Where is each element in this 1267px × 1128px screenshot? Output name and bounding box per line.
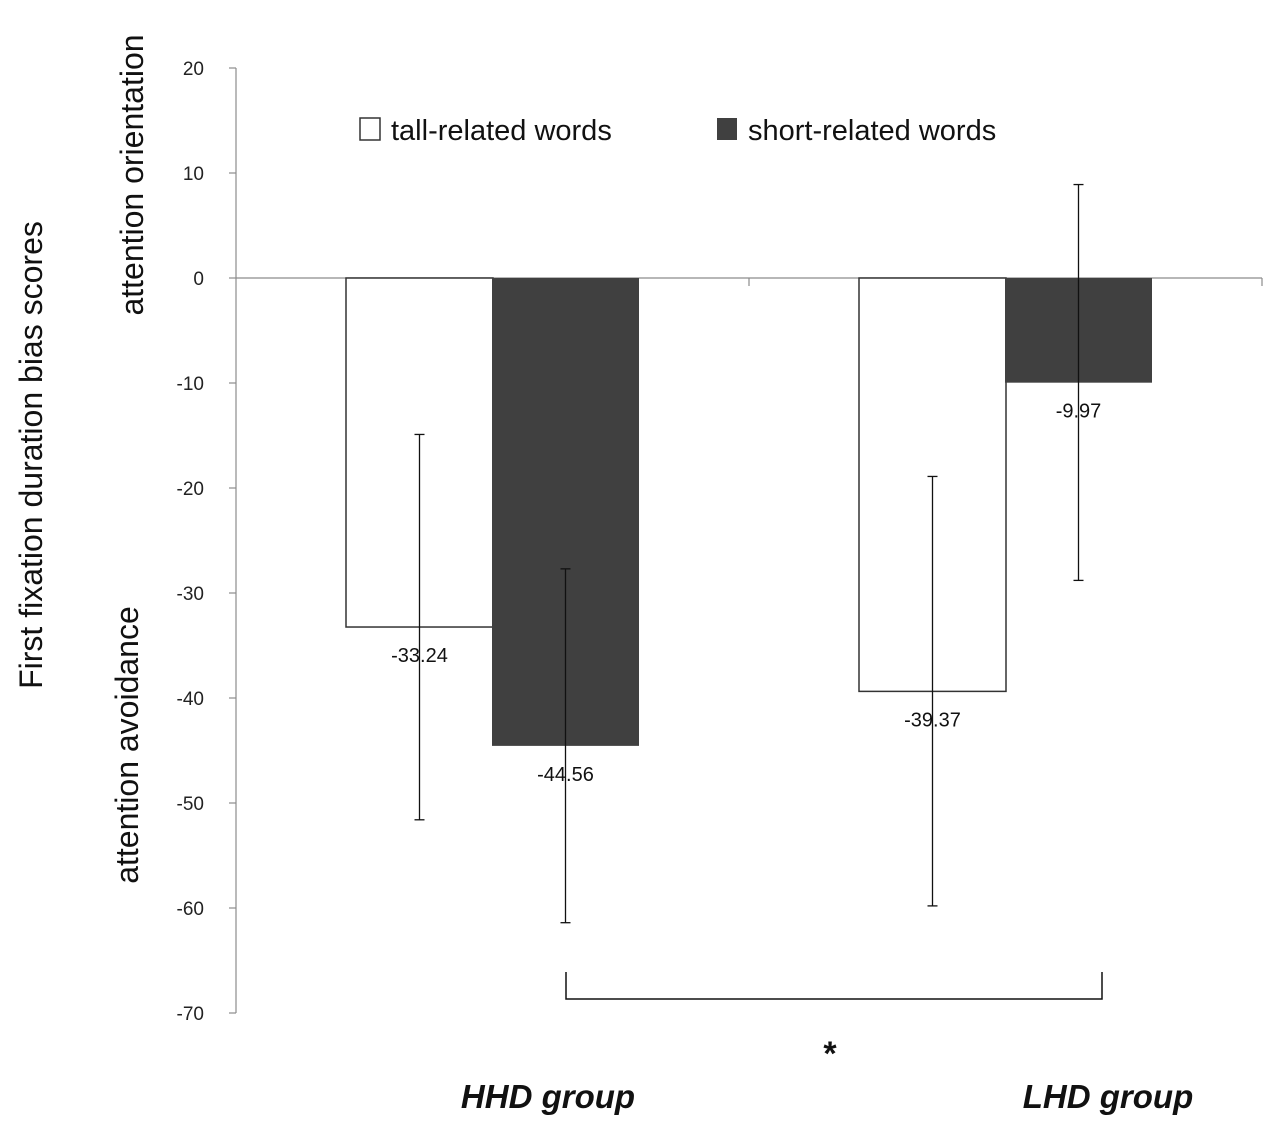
legend-swatch-tall (359, 117, 381, 141)
y-axis-subtitle-bottom: attention avoidance (109, 606, 145, 884)
y-tick-label: -50 (177, 794, 204, 815)
y-tick-label: -40 (177, 689, 204, 710)
legend-label-short: short-related words (748, 115, 996, 147)
y-tick-label: 20 (183, 59, 204, 80)
legend-label-tall: tall-related words (391, 115, 612, 147)
legend-swatch-short (717, 118, 737, 140)
y-tick-label: 0 (193, 269, 204, 290)
significance-marker: * (823, 1035, 837, 1073)
category-label: HHD group (461, 1078, 635, 1115)
y-tick-label: -20 (177, 479, 204, 500)
y-tick-label: -60 (177, 899, 204, 920)
y-tick-label: -30 (177, 584, 204, 605)
y-axis-subtitle-top: attention orientation (114, 34, 150, 315)
significance-bracket (565, 972, 1103, 1000)
y-tick-label: 10 (183, 164, 204, 185)
y-axis-title: First fixation duration bias scores (13, 221, 49, 689)
category-label: LHD group (1023, 1078, 1193, 1115)
y-tick-label: -10 (177, 374, 204, 395)
y-tick-label: -70 (177, 1004, 204, 1025)
